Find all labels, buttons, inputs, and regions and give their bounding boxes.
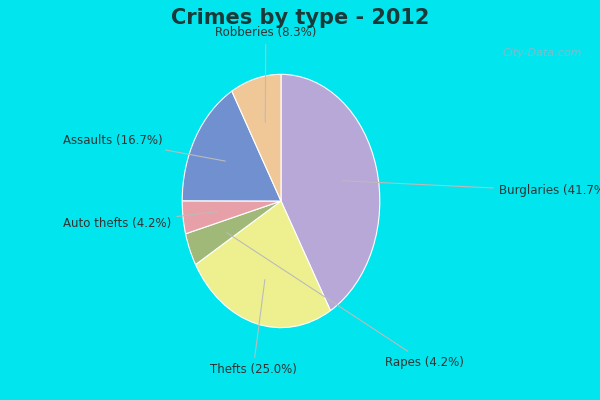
Text: Rapes (4.2%): Rapes (4.2%) <box>227 233 464 368</box>
Text: Crimes by type - 2012: Crimes by type - 2012 <box>171 8 429 28</box>
Wedge shape <box>196 201 331 328</box>
Wedge shape <box>182 201 281 234</box>
Text: City-Data.com: City-Data.com <box>503 48 582 58</box>
Wedge shape <box>185 201 281 264</box>
Wedge shape <box>281 74 380 311</box>
Wedge shape <box>182 91 281 201</box>
Wedge shape <box>232 74 281 201</box>
Text: Robberies (8.3%): Robberies (8.3%) <box>215 26 316 122</box>
Text: Auto thefts (4.2%): Auto thefts (4.2%) <box>63 212 218 230</box>
Text: Assaults (16.7%): Assaults (16.7%) <box>63 134 225 161</box>
Text: Burglaries (41.7%): Burglaries (41.7%) <box>343 181 600 197</box>
Text: Thefts (25.0%): Thefts (25.0%) <box>209 280 296 376</box>
